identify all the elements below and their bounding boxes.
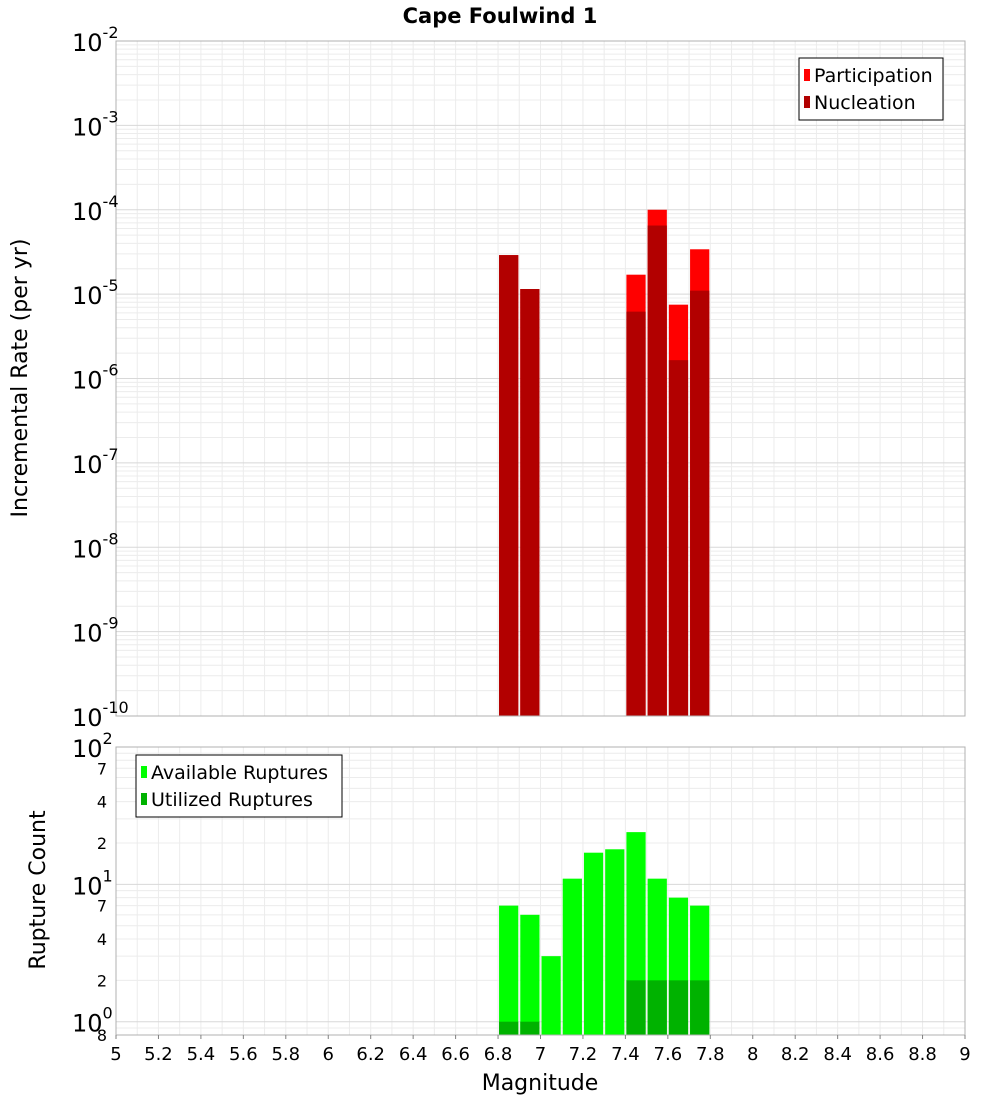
count-minor-tick-label: 4	[97, 793, 107, 812]
rate-plot: 10-2 10-3 10-4 10-5 10-6 10-7 10-8 10-9 10-10 Par…	[72, 23, 966, 732]
rate-tick-label: 10-7	[72, 445, 119, 479]
rate-tick-label: 10-2	[72, 23, 119, 57]
rate-tick-label: 10-4	[72, 192, 119, 226]
x-tick-label: 6.4	[399, 1044, 428, 1065]
bar	[605, 849, 625, 1035]
bar	[520, 289, 540, 716]
bar	[690, 980, 710, 1035]
series-nucleation	[499, 225, 710, 716]
legend-label: Available Ruptures	[151, 762, 328, 784]
bar	[668, 980, 689, 1035]
x-tick-label: 6.8	[484, 1044, 513, 1065]
count-axis-label: Rupture Count	[26, 810, 51, 970]
rate-tick-label: 10-5	[72, 276, 119, 310]
count-minor-tick-label: 4	[97, 930, 107, 949]
rate-tick-label: 10-6	[72, 361, 119, 395]
x-tick-label: 7.2	[569, 1044, 598, 1065]
rate-axis-ticks: 10-2 10-3 10-4 10-5 10-6 10-7 10-8 10-9 10-10	[72, 23, 129, 732]
x-tick-label: 7.6	[654, 1044, 683, 1065]
x-tick-label: 7	[535, 1044, 546, 1065]
bar	[541, 956, 561, 1035]
bar	[668, 360, 689, 716]
bar	[520, 914, 540, 1035]
x-tick-label: 6	[323, 1044, 334, 1065]
plot-border	[115, 40, 966, 717]
count-tick-label: 101	[72, 866, 113, 900]
magnitude-axis-label: Magnitude	[482, 1071, 599, 1096]
legend-swatch	[141, 766, 147, 778]
x-tick-label: 9	[959, 1044, 970, 1065]
legend: Available Ruptures Utilized Ruptures	[135, 754, 343, 818]
rate-tick-label: 10-10	[72, 698, 129, 732]
bar	[626, 311, 646, 716]
count-minor-tick-label: 2	[97, 971, 107, 990]
x-tick-label: 8.6	[866, 1044, 895, 1065]
count-tick-label: 102	[72, 729, 113, 763]
x-tick-label: 8.8	[908, 1044, 937, 1065]
rate-tick-label: 10-9	[72, 614, 119, 648]
rate-tick-label: 10-8	[72, 529, 119, 563]
legend-swatch	[804, 96, 810, 108]
x-tick-label: 7.4	[611, 1044, 640, 1065]
bar	[583, 852, 604, 1035]
count-minor-tick-label: 2	[97, 834, 107, 853]
legend-box	[135, 754, 343, 818]
count-minor-tick-label: 7	[97, 759, 107, 778]
rate-tick-label: 10-3	[72, 107, 119, 141]
legend-label: Nucleation	[814, 92, 916, 114]
x-tick-label: 8.4	[823, 1044, 852, 1065]
legend: Participation Nucleation	[798, 57, 944, 121]
gridlines	[116, 41, 965, 716]
count-minor-tick-label: 8	[97, 1026, 107, 1045]
x-tick-label: 8.2	[781, 1044, 810, 1065]
legend-swatch	[141, 793, 147, 805]
chart-title: Cape Foulwind 1	[403, 4, 598, 28]
x-tick-label: 6.6	[441, 1044, 470, 1065]
x-tick-label: 8	[747, 1044, 758, 1065]
bar	[647, 980, 667, 1035]
x-tick-label: 5.6	[229, 1044, 258, 1065]
count-minor-tick-label: 7	[97, 897, 107, 916]
bar	[499, 905, 519, 1035]
legend-label: Utilized Ruptures	[151, 789, 313, 811]
bar	[562, 878, 582, 1035]
x-tick-label: 5.4	[187, 1044, 216, 1065]
bar	[520, 1021, 540, 1035]
x-tick-label: 5	[110, 1044, 121, 1065]
bar	[626, 980, 646, 1035]
legend-label: Participation	[814, 65, 933, 87]
magnitude-axis-ticks: 5 5.2 5.4 5.6 5.8 6 6.2 6.4 6.6 6.8 7 7.2 7.4 7.6 7.8 8…	[110, 1035, 971, 1065]
rate-axis-label: Incremental Rate (per yr)	[8, 239, 33, 518]
series-utilized-ruptures	[499, 980, 710, 1035]
bar	[499, 1021, 519, 1035]
bar	[690, 290, 710, 716]
bar	[647, 225, 667, 716]
x-tick-label: 7.8	[696, 1044, 725, 1065]
gridlines	[116, 747, 965, 1035]
legend-swatch	[804, 69, 810, 81]
x-tick-label: 5.8	[271, 1044, 300, 1065]
legend-box	[798, 57, 944, 121]
bar	[499, 255, 519, 716]
x-tick-label: 5.2	[144, 1044, 173, 1065]
x-tick-label: 6.2	[356, 1044, 385, 1065]
